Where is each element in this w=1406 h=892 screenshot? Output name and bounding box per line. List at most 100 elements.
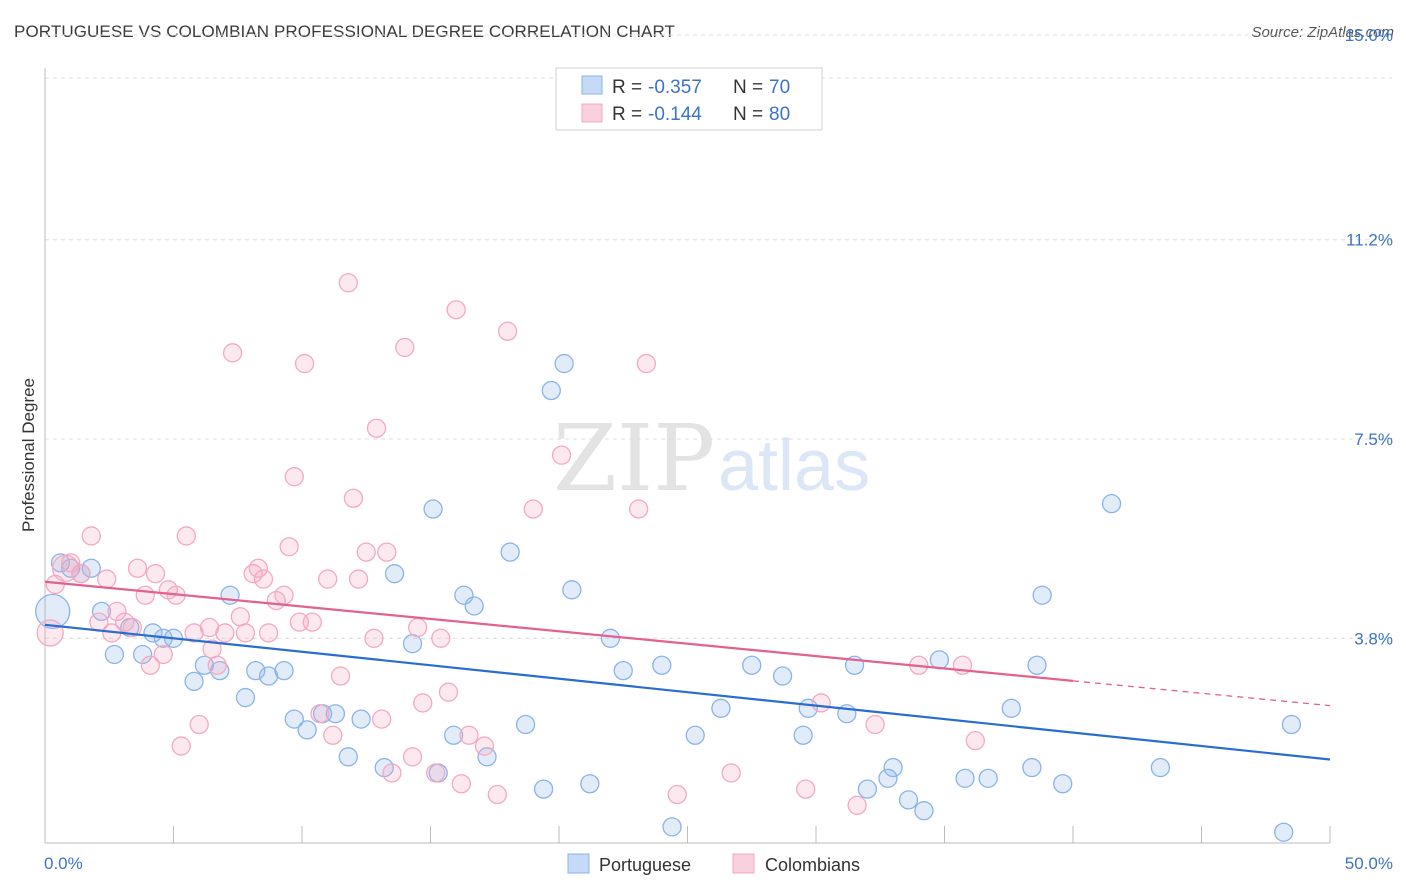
colombians-point-46: [343, 488, 364, 508]
portuguese-point-2: [61, 558, 81, 578]
portuguese-point-20: [284, 709, 304, 729]
portuguese-point-55: [878, 768, 898, 789]
colombians-point-11: [122, 617, 143, 638]
tick-labels: 3.8% 7.5% 11.2% 15.0% 0.0% 50.0%: [44, 26, 1393, 873]
portuguese-point-15: [220, 585, 240, 605]
colombians-point-75: [847, 795, 867, 815]
colombians-point-63: [459, 725, 479, 745]
x-tick-label-min: 0.0%: [44, 854, 83, 873]
portuguese-point-49: [772, 666, 793, 686]
portuguese-point-70: [1274, 822, 1294, 842]
colombians-point-49: [364, 628, 384, 648]
legend-r-value-colombians: -0.144: [648, 104, 702, 125]
colombians-point-72: [721, 763, 741, 783]
colombians-point-70: [636, 353, 657, 374]
colombians-point-65: [487, 784, 507, 805]
colombians-point-42: [318, 569, 338, 589]
y-tick-label-3: 15.0%: [1345, 26, 1393, 45]
colombians-point-31: [248, 558, 268, 578]
colombians-point-19: [171, 736, 191, 756]
portuguese-point-69: [1281, 714, 1302, 735]
portuguese-point-57: [898, 790, 919, 810]
colombians-point-0: [36, 619, 64, 647]
portuguese-point-66: [1053, 774, 1073, 794]
portuguese-point-1: [50, 553, 71, 573]
portuguese-point-60: [955, 768, 975, 789]
portuguese-point-31: [443, 725, 464, 745]
legend-n-value-portuguese: 70: [769, 77, 790, 98]
watermark-zip: ZIP: [553, 405, 715, 512]
portuguese-point-65: [1032, 585, 1052, 605]
portuguese-point-40: [562, 580, 582, 600]
colombians-point-39: [294, 353, 315, 374]
colombians-point-28: [230, 607, 250, 627]
legend-r-value-portuguese: -0.357: [648, 77, 702, 98]
colombians-point-69: [629, 499, 649, 519]
colombians-point-4: [71, 564, 91, 584]
axes: [44, 68, 1331, 844]
legend-r-label-colombians: R =: [612, 104, 642, 125]
colombians-point-55: [402, 747, 423, 767]
legend-swatch-colombians: [581, 103, 603, 123]
portuguese-point-28: [402, 634, 423, 654]
legend-n-label-colombians: N =: [733, 104, 763, 125]
portuguese-point-44: [652, 655, 672, 675]
portuguese-point-62: [1001, 698, 1021, 718]
colombians-point-40: [302, 612, 322, 632]
colombians-point-16: [153, 644, 173, 665]
colombians-point-27: [222, 343, 243, 363]
colombians-point-76: [865, 714, 885, 735]
colombians-point-50: [366, 418, 387, 438]
portuguese-point-64: [1027, 655, 1047, 675]
source-label: Source: ZipAtlas.com: [1251, 24, 1394, 41]
portuguese-point-41: [580, 774, 600, 794]
portuguese-point-58: [914, 801, 934, 821]
portuguese-point-27: [384, 564, 405, 584]
portuguese-point-59: [929, 650, 950, 670]
colombians-point-45: [338, 273, 358, 293]
bottom-legend-swatch-portuguese: [567, 853, 590, 874]
colombians-point-61: [446, 300, 466, 320]
x-tick-label-max: 50.0%: [1345, 854, 1393, 873]
colombians-point-22: [189, 714, 209, 735]
bottom-legend-swatch-colombians: [732, 853, 755, 874]
portuguese-point-4: [81, 558, 101, 578]
portuguese-point-50: [793, 725, 813, 745]
bottom-legend-label-portuguese: Portuguese: [599, 855, 691, 875]
portuguese-point-12: [184, 671, 204, 692]
colombians-trend-extension: [1072, 680, 1331, 707]
legend-r-label-portuguese: R =: [612, 77, 642, 98]
portuguese-point-54: [857, 779, 878, 799]
colombians-point-47: [348, 569, 369, 589]
colombians-point-30: [243, 564, 263, 584]
colombians-point-36: [279, 537, 299, 557]
portuguese-point-33: [464, 596, 484, 616]
watermark-atlas: atlas: [718, 426, 870, 506]
colombians-point-15: [145, 564, 166, 584]
colombians-point-52: [377, 542, 397, 562]
legend-swatch-portuguese: [581, 75, 603, 95]
portuguese-point-63: [1022, 757, 1042, 778]
bottom-legend-label-colombians: Colombians: [765, 855, 860, 875]
colombians-point-37: [284, 467, 304, 487]
portuguese-point-46: [685, 725, 705, 745]
portuguese-point-67: [1101, 493, 1122, 514]
portuguese-point-8: [133, 644, 153, 665]
colombians-point-5: [81, 526, 101, 546]
portuguese-point-19: [274, 660, 294, 681]
portuguese-point-39: [554, 353, 574, 374]
portuguese-point-56: [883, 757, 903, 778]
portuguese-point-47: [711, 698, 731, 718]
series-colombians: [36, 273, 985, 815]
y-tick-label-2: 11.2%: [1346, 231, 1393, 250]
colombians-point-68: [551, 445, 572, 465]
portuguese-point-68: [1150, 757, 1171, 778]
colombians-point-48: [356, 542, 376, 562]
portuguese-point-23: [325, 704, 346, 724]
colombians-point-74: [811, 693, 831, 713]
colombians-point-51: [372, 709, 392, 729]
colombians-point-43: [323, 725, 343, 745]
colombians-point-44: [330, 666, 351, 686]
colombians-point-66: [497, 321, 518, 341]
colombians-point-62: [451, 774, 471, 794]
